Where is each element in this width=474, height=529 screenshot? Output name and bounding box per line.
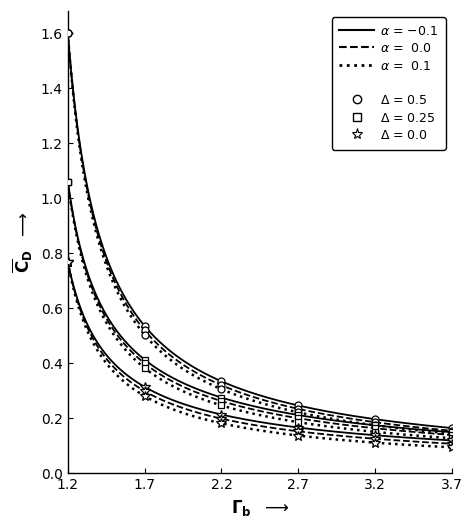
- X-axis label: $\mathbf{\Gamma_b}$  $\longrightarrow$: $\mathbf{\Gamma_b}$ $\longrightarrow$: [231, 498, 289, 518]
- Y-axis label: $\mathbf{\overline{C}_D}$  $\longrightarrow$: $\mathbf{\overline{C}_D}$ $\longrightarr…: [11, 212, 35, 273]
- Legend: $\alpha$ = $-$0.1, $\alpha$ =  0.0, $\alpha$ =  0.1, , $\Delta$ = 0.5, $\Delta$ : $\alpha$ = $-$0.1, $\alpha$ = 0.0, $\alp…: [332, 17, 446, 150]
